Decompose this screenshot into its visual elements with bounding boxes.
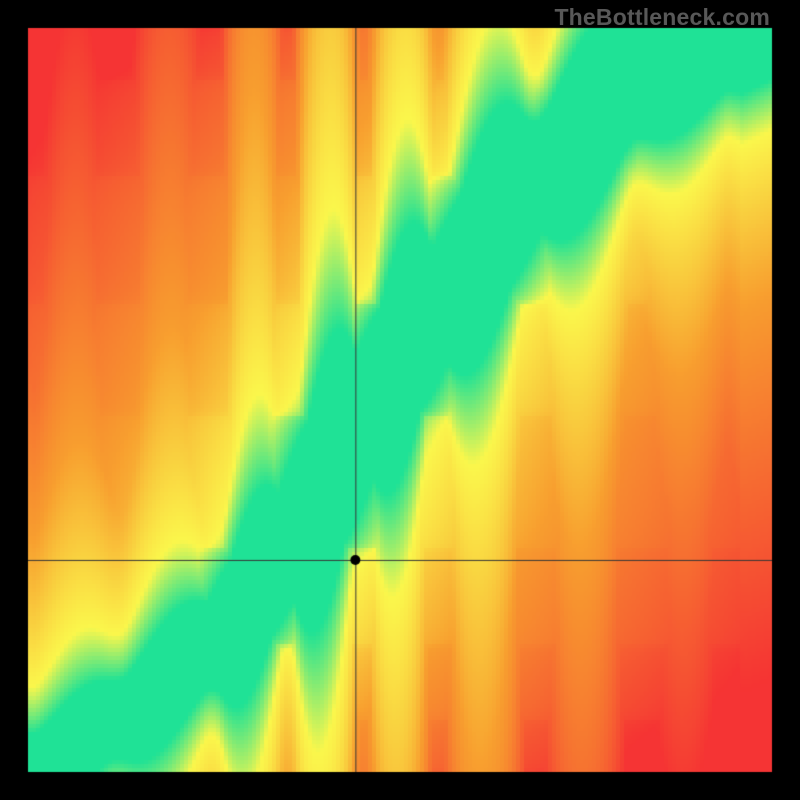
watermark-text: TheBottleneck.com [554,4,770,31]
chart-container: TheBottleneck.com [0,0,800,800]
bottleneck-heatmap-canvas [0,0,800,800]
